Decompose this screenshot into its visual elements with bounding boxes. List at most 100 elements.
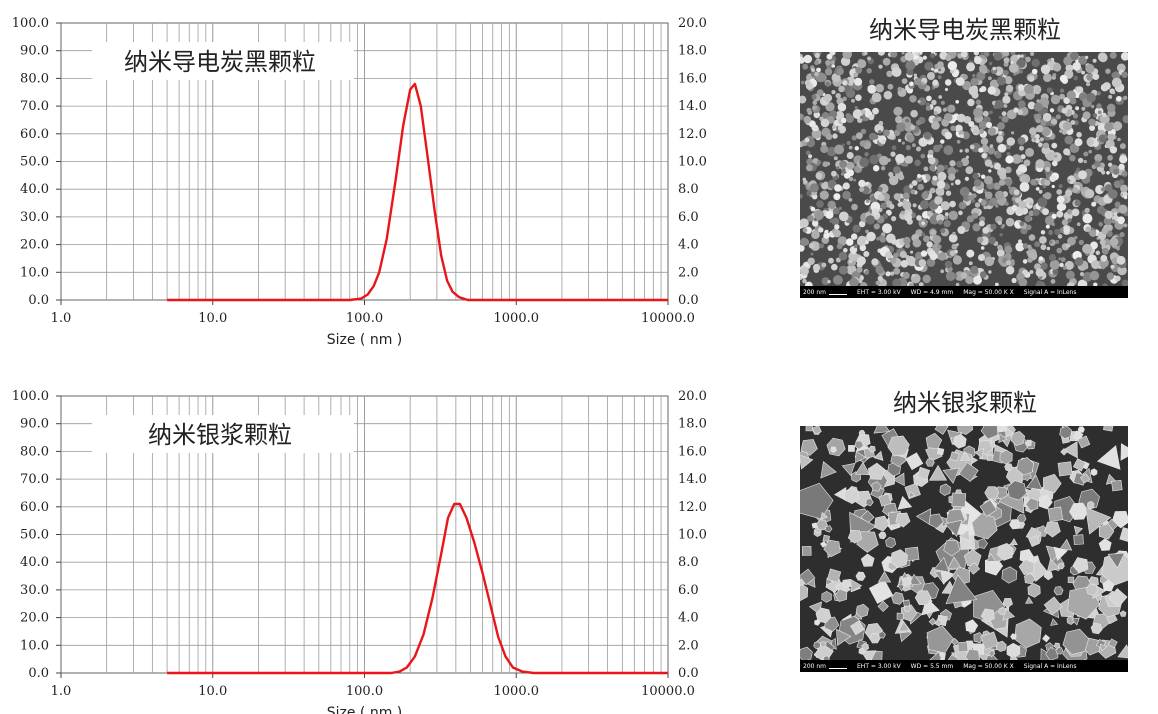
particle-shape [1078, 170, 1087, 180]
particle-shape [968, 86, 979, 96]
particle-shape [1045, 224, 1050, 229]
particle-shape [1121, 279, 1128, 286]
particle-shape [1054, 228, 1061, 236]
particle-shape [980, 246, 985, 250]
particle-shape [853, 244, 858, 249]
particle-shape [805, 150, 811, 156]
particle-shape [1064, 260, 1074, 270]
particle-shape [948, 173, 956, 181]
mag-label: Mag = 50.00 K X [963, 662, 1014, 670]
particle-shape [800, 454, 814, 470]
signal-label: Signal A = InLens [1023, 288, 1077, 296]
particle-shape [1005, 155, 1014, 164]
particle-shape [897, 138, 902, 143]
particle-shape [807, 257, 815, 265]
particle-shape [856, 531, 879, 553]
particle-shape [1017, 100, 1026, 109]
particle-shape [981, 174, 986, 179]
particle-shape [1011, 204, 1018, 211]
particle-shape [959, 534, 976, 550]
particle-shape [869, 154, 879, 165]
particle-shape [1112, 168, 1120, 175]
particle-shape [944, 519, 963, 537]
particle-shape [874, 515, 890, 532]
particle-shape [1056, 189, 1063, 195]
particle-shape [939, 483, 951, 496]
particle-shape [988, 169, 992, 173]
y-tick-label: 60.0 [20, 500, 49, 515]
particle-shape [866, 68, 872, 74]
particle-shape [1055, 114, 1061, 120]
particle-shape [803, 115, 812, 124]
particle-shape [883, 90, 893, 100]
particle-shape [834, 184, 842, 192]
particle-shape [888, 171, 894, 178]
chart-title-background [92, 42, 354, 80]
particle-shape [1025, 596, 1034, 604]
particle-shape [990, 223, 997, 230]
y-tick-label: 0.0 [28, 293, 49, 308]
particle-shape [1075, 106, 1080, 111]
particle-shape [947, 556, 962, 569]
particle-shape [844, 172, 851, 179]
y-tick-label: 30.0 [20, 583, 49, 598]
particle-shape [838, 85, 845, 93]
chart-title: 纳米银浆颗粒 [148, 421, 292, 449]
y-tick-label: 70.0 [20, 472, 49, 487]
particle-shape [1071, 208, 1080, 217]
particle-shape [873, 426, 891, 434]
particle-shape [987, 649, 996, 658]
particle-shape [994, 99, 1004, 109]
particle-shape [1104, 184, 1113, 192]
particle-shape [955, 243, 959, 247]
particle-shape [836, 243, 843, 250]
sem-image-silver-paste: 200 nm EHT = 3.00 kV WD = 5.5 mm Mag = 5… [800, 426, 1128, 672]
particle-shape [815, 172, 823, 180]
particle-shape [865, 229, 869, 234]
particle-shape [1066, 90, 1076, 100]
particle-shape [854, 106, 858, 110]
particle-shape [921, 232, 926, 237]
particle-shape [921, 221, 926, 226]
particle-shape [1001, 566, 1018, 584]
particle-shape [812, 105, 818, 111]
particle-shape [1049, 108, 1055, 113]
particle-shape [1035, 159, 1045, 169]
particle-shape [814, 619, 821, 626]
particle-shape [877, 194, 885, 201]
particle-shape [827, 568, 842, 583]
particle-shape [1099, 239, 1106, 246]
particle-shape [1020, 154, 1026, 160]
particle-shape [1107, 638, 1118, 649]
y-tick-label: 100.0 [12, 389, 49, 404]
particle-shape [1038, 256, 1044, 261]
particle-shape [943, 220, 951, 228]
particle-shape [800, 646, 813, 660]
particle-shape [821, 590, 832, 603]
particle-shape [1070, 52, 1079, 61]
y2-tick-label: 14.0 [678, 99, 707, 114]
particle-shape [968, 121, 975, 127]
particle-shape [950, 182, 954, 186]
particle-shape [887, 158, 891, 162]
particle-shape [865, 215, 875, 225]
particle-shape [959, 529, 971, 542]
particle-shape [1065, 189, 1073, 197]
particle-shape [968, 261, 973, 266]
particle-shape [1085, 506, 1112, 535]
particle-shape [820, 540, 827, 548]
y-tick-label: 50.0 [20, 155, 49, 170]
particle-shape [909, 185, 913, 189]
particle-shape [1001, 115, 1009, 123]
particle-shape [997, 167, 1007, 177]
particle-shape [831, 170, 837, 177]
particle-shape [893, 166, 901, 174]
particle-shape [973, 632, 985, 644]
particle-shape [920, 250, 928, 257]
particle-shape [916, 176, 923, 183]
y2-tick-label: 20.0 [678, 389, 707, 404]
particle-shape [873, 223, 880, 230]
particle-shape [1004, 76, 1013, 85]
particle-shape [996, 76, 1006, 86]
particle-shape [831, 263, 838, 271]
